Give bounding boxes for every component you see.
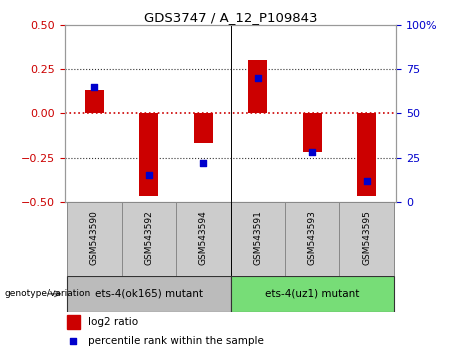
Bar <box>194 113 213 143</box>
Text: GSM543590: GSM543590 <box>90 210 99 265</box>
Point <box>91 84 98 90</box>
Point <box>363 178 370 183</box>
Bar <box>357 113 376 196</box>
Text: log2 ratio: log2 ratio <box>89 318 139 327</box>
Text: GSM543591: GSM543591 <box>253 210 262 265</box>
Bar <box>67 315 81 329</box>
Title: GDS3747 / A_12_P109843: GDS3747 / A_12_P109843 <box>144 11 317 24</box>
Text: ets-4(uz1) mutant: ets-4(uz1) mutant <box>265 289 359 299</box>
Point <box>69 338 76 343</box>
Text: GSM543592: GSM543592 <box>144 210 154 265</box>
Bar <box>176 202 230 276</box>
Bar <box>67 276 230 312</box>
Bar <box>230 276 394 312</box>
Text: percentile rank within the sample: percentile rank within the sample <box>89 336 264 346</box>
Point <box>254 75 261 81</box>
Bar <box>339 202 394 276</box>
Bar <box>139 113 159 196</box>
Text: GSM543593: GSM543593 <box>307 210 317 265</box>
Text: genotype/variation: genotype/variation <box>5 289 91 298</box>
Bar <box>285 202 339 276</box>
Bar <box>67 202 122 276</box>
Point <box>145 172 153 178</box>
Bar <box>85 90 104 113</box>
Text: ets-4(ok165) mutant: ets-4(ok165) mutant <box>95 289 203 299</box>
Text: GSM543595: GSM543595 <box>362 210 371 265</box>
Bar <box>122 202 176 276</box>
Bar <box>248 60 267 113</box>
Text: GSM543594: GSM543594 <box>199 210 208 265</box>
Bar <box>302 113 322 152</box>
Bar <box>230 202 285 276</box>
Point <box>200 160 207 166</box>
Point <box>308 149 316 155</box>
